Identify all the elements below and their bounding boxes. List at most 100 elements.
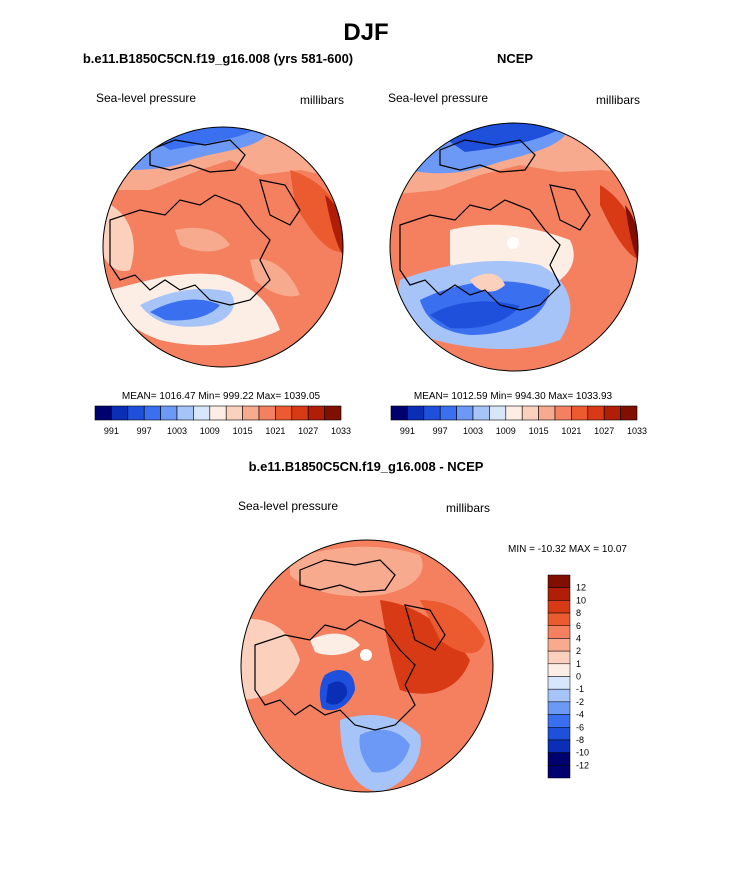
model-panel: b.e11.B1850C5CN.f19_g16.008 (yrs 581-600…	[83, 51, 353, 436]
model-colorbar-tick-label: 1015	[233, 426, 253, 436]
model-colorbar-box	[143, 405, 161, 421]
difference-colorbar-tick-label: -2	[576, 697, 584, 707]
difference-colorbar-box	[547, 587, 571, 601]
ncep-colorbar-box	[620, 405, 638, 421]
ncep-colorbar-tick-label: 997	[433, 426, 448, 436]
difference-right-label: millibars	[446, 501, 490, 515]
difference-colorbar-tick-label: -4	[576, 710, 584, 720]
model-map-border	[102, 126, 344, 368]
ncep-left-label: Sea-level pressure	[388, 91, 488, 105]
difference-panel-title: b.e11.B1850C5CN.f19_g16.008 - NCEP	[249, 459, 484, 474]
difference-colorbar-box	[547, 638, 571, 652]
model-colorbar-box	[324, 405, 342, 421]
difference-polar-map	[241, 540, 493, 792]
model-colorbar-box	[111, 405, 129, 421]
model-colorbar-tick-label: 997	[137, 426, 152, 436]
figure-title: DJF	[343, 19, 388, 46]
model-stats: MEAN= 1016.47 Min= 999.22 Max= 1039.05	[122, 391, 321, 402]
ncep-pole-hole	[507, 237, 519, 249]
model-colorbar-tick-label: 1021	[265, 426, 285, 436]
ncep-colorbar: 991 997 1003 1009 1015 1021 1027 1033	[390, 405, 647, 436]
difference-colorbar-box	[547, 574, 571, 588]
model-colorbar-box	[275, 405, 293, 421]
ncep-colorbar-box	[472, 405, 490, 421]
difference-colorbar-box	[547, 625, 571, 639]
difference-colorbar-box	[547, 650, 571, 665]
difference-land-outline	[254, 559, 446, 731]
model-colorbar-tick-label: 1009	[200, 426, 220, 436]
difference-map-border	[240, 539, 494, 793]
ncep-colorbar-tick-label: 1033	[627, 426, 647, 436]
model-colorbar-box	[258, 405, 276, 421]
model-colorbar-tick-label: 1033	[331, 426, 351, 436]
difference-colorbar-box	[547, 714, 571, 728]
difference-colorbar-tick-label: -10	[576, 748, 589, 758]
model-right-label: millibars	[300, 93, 344, 107]
difference-colorbar-tick-label: 1	[576, 659, 581, 669]
model-colorbar-box	[307, 405, 325, 421]
ncep-colorbar-box	[554, 405, 572, 421]
model-colorbar-box	[225, 405, 243, 421]
ncep-stats: MEAN= 1012.59 Min= 994.30 Max= 1033.93	[414, 391, 613, 402]
difference-colorbar-tick-label: 4	[576, 633, 581, 643]
model-panel-title: b.e11.B1850C5CN.f19_g16.008 (yrs 581-600…	[83, 51, 353, 66]
model-colorbar-tick-label: 1003	[167, 426, 187, 436]
model-left-label: Sea-level pressure	[96, 91, 196, 105]
difference-left-label: Sea-level pressure	[238, 499, 338, 513]
ncep-colorbar-box	[407, 405, 425, 421]
difference-stats: MIN = -10.32 MAX = 10.07	[508, 544, 627, 555]
model-colorbar-box	[291, 405, 309, 421]
model-colorbar-box	[160, 405, 178, 421]
ncep-colorbar-box	[587, 405, 605, 421]
difference-colorbar-box	[547, 600, 571, 614]
difference-colorbar-tick-label: 12	[576, 583, 586, 593]
ncep-panel: NCEP Sea-level pressure millibars MEAN= …	[388, 51, 647, 436]
ncep-colorbar-tick-label: 1003	[463, 426, 483, 436]
ncep-colorbar-box	[439, 405, 457, 421]
model-polar-map	[103, 127, 343, 367]
difference-colorbar-box	[547, 727, 571, 741]
ncep-colorbar-tick-label: 1015	[529, 426, 549, 436]
model-colorbar-box	[242, 405, 260, 421]
ncep-colorbar-box	[390, 405, 408, 421]
ncep-colorbar-box	[456, 405, 474, 421]
ncep-colorbar-tick-label: 1021	[561, 426, 581, 436]
model-colorbar-box	[176, 405, 194, 421]
model-colorbar: 991 997 1003 1009 1015 1021 1027 1033	[94, 405, 351, 436]
ncep-map-border	[389, 122, 639, 372]
model-colorbar-box	[209, 405, 227, 421]
difference-colorbar-box	[547, 701, 571, 715]
model-land-outline	[109, 139, 301, 306]
ncep-colorbar-box	[489, 405, 507, 421]
model-colorbar-box	[193, 405, 211, 421]
difference-colorbar-box	[547, 612, 571, 626]
difference-colorbar-tick-label: -6	[576, 722, 584, 732]
ncep-right-label: millibars	[596, 93, 640, 107]
ncep-colorbar-box	[505, 405, 523, 421]
difference-colorbar-box	[547, 688, 571, 703]
difference-pole-hole	[360, 649, 372, 661]
ncep-panel-title: NCEP	[497, 51, 533, 66]
ncep-colorbar-tick-label: 1009	[496, 426, 516, 436]
difference-colorbar-box	[547, 663, 571, 677]
difference-colorbar-box	[547, 676, 571, 690]
difference-colorbar-tick-label: -8	[576, 735, 584, 745]
model-colorbar-tick-label: 991	[104, 426, 119, 436]
difference-panel: b.e11.B1850C5CN.f19_g16.008 - NCEP Sea-l…	[238, 459, 627, 793]
model-colorbar-box	[127, 405, 145, 421]
difference-colorbar-tick-label: 10	[576, 595, 586, 605]
difference-colorbar-box	[547, 752, 571, 766]
ncep-land-outline	[399, 139, 591, 311]
difference-colorbar-tick-label: 8	[576, 608, 581, 618]
ncep-colorbar-box	[423, 405, 441, 421]
difference-colorbar-tick-label: -1	[576, 684, 584, 694]
ncep-colorbar-box	[538, 405, 556, 421]
ncep-colorbar-box	[571, 405, 589, 421]
ncep-colorbar-tick-label: 1027	[594, 426, 614, 436]
ncep-colorbar-box	[521, 405, 539, 421]
difference-colorbar-box	[547, 739, 571, 753]
model-colorbar-tick-label: 1027	[298, 426, 318, 436]
ncep-colorbar-box	[603, 405, 621, 421]
ncep-colorbar-tick-label: 991	[400, 426, 415, 436]
